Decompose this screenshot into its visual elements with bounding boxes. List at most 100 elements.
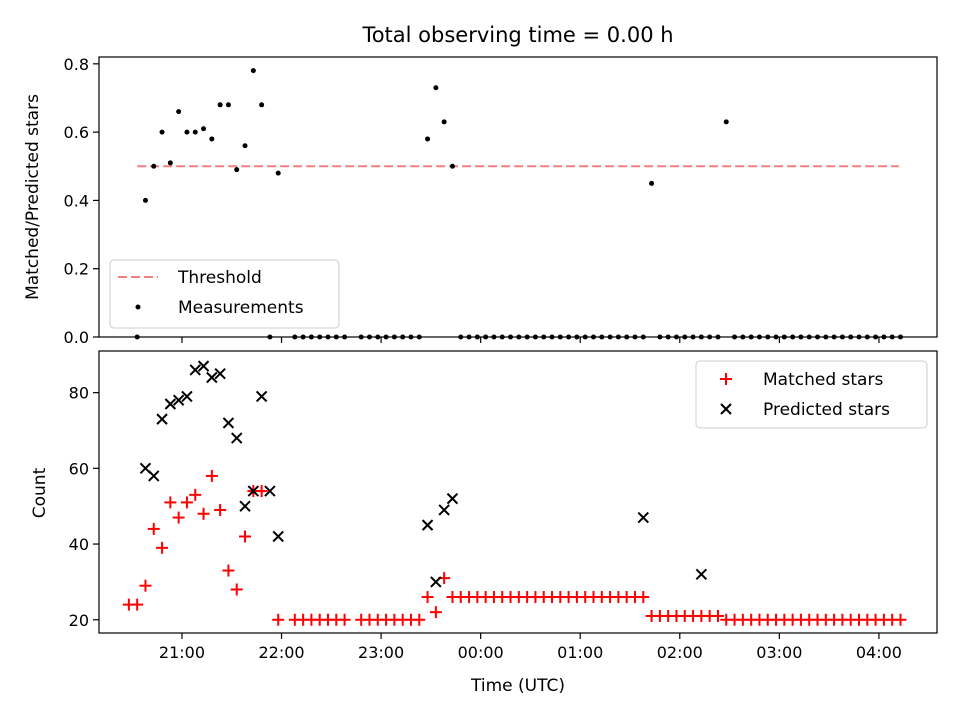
bottom-legend-box — [695, 360, 928, 429]
measurement-point — [259, 102, 265, 108]
matched-star-point — [429, 606, 442, 619]
bottom-plot-frame — [98, 350, 938, 634]
bottom-x-ticks: 21:00 22:00 23:00 00:00 01:00 02:00 03:00 04:00 — [159, 633, 902, 662]
matched-star-point — [338, 613, 351, 626]
xtick-label: 03:00 — [756, 643, 802, 662]
xtick-label: 23:00 — [358, 643, 404, 662]
matched-star-point — [156, 541, 169, 554]
top-ytick-label: 0.0 — [64, 328, 89, 347]
legend-predicted-swatch — [720, 403, 732, 415]
predicted-star-point — [172, 394, 185, 406]
bottom-ytick-label: 60 — [69, 459, 89, 478]
predicted-star-point — [430, 576, 442, 588]
legend-predicted-label: Predicted stars — [763, 400, 890, 420]
matched-star-point — [637, 591, 650, 604]
matched-star-point — [272, 613, 285, 626]
measurement-point — [649, 180, 655, 186]
legend-measurements-label: Measurements — [178, 298, 304, 318]
predicted-star-point — [255, 390, 268, 403]
legend-matched-label: Matched stars — [763, 370, 883, 390]
predicted-star-point — [438, 504, 450, 516]
bottom-ytick-label: 80 — [69, 384, 89, 403]
top-plot-frame — [98, 56, 938, 338]
measurement-point — [242, 143, 248, 149]
predicted-star-point — [231, 432, 243, 444]
measurement-point — [433, 85, 439, 91]
matched-star-point — [197, 507, 210, 520]
predicted-star-point — [695, 568, 708, 581]
top-panel: 0.00.20.40.60.8 Matched/Predicted stars … — [23, 55, 938, 347]
matched-star-point — [189, 488, 202, 501]
matched-star-point — [230, 583, 243, 596]
predicted-star-point — [247, 485, 260, 497]
top-legend: Threshold Measurements — [109, 259, 340, 329]
measurement-point — [225, 102, 231, 108]
measurement-point — [184, 129, 190, 135]
predicted-star-point — [264, 485, 276, 497]
matched-star-point — [147, 522, 160, 535]
measurement-point — [142, 197, 148, 203]
legend-matched-swatch — [720, 373, 732, 385]
top-y-ticks: 0.0 0.2 0.4 0.6 0.8 — [64, 55, 99, 347]
measurement-point — [425, 136, 431, 142]
bottom-y-axis-label: Count — [30, 467, 50, 518]
matched-star-point — [172, 511, 185, 524]
predicted-star-point — [197, 360, 210, 372]
legend-measurements-swatch — [135, 304, 141, 310]
xtick-label: 21:00 — [159, 643, 205, 662]
measurement-point — [275, 170, 281, 176]
measurement-point — [250, 68, 256, 74]
predicted-star-point — [148, 470, 160, 482]
predicted-star-points — [139, 360, 708, 588]
matched-star-point — [421, 591, 434, 604]
bottom-panel: 20 40 60 80 21:00 22:00 23:00 00:00 01:00 02:00 0… — [30, 350, 938, 696]
measurement-point — [159, 129, 165, 135]
matched-star-point — [711, 609, 724, 622]
predicted-star-point — [156, 413, 168, 425]
predicted-star-point — [214, 368, 226, 380]
matched-star-points — [122, 469, 907, 626]
matched-star-point — [139, 579, 152, 592]
matched-star-point — [205, 469, 218, 482]
measurement-point — [217, 102, 223, 108]
matched-star-point — [131, 598, 144, 611]
bottom-ytick-label: 40 — [69, 535, 89, 554]
measurement-point — [441, 119, 447, 125]
matched-star-point — [180, 496, 193, 509]
top-ytick-label: 0.8 — [64, 55, 89, 74]
measurement-point — [151, 163, 157, 169]
matched-star-point — [255, 485, 268, 498]
xtick-label: 02:00 — [657, 643, 703, 662]
measurement-point — [167, 160, 173, 166]
matched-star-point — [413, 613, 426, 626]
xtick-label: 04:00 — [856, 643, 902, 662]
top-ytick-label: 0.2 — [64, 260, 89, 279]
xtick-label: 01:00 — [557, 643, 603, 662]
measurement-point — [449, 163, 455, 169]
predicted-star-point — [164, 398, 177, 410]
predicted-star-point — [272, 530, 284, 543]
measurement-point — [234, 167, 240, 173]
matched-star-point — [239, 530, 252, 543]
x-axis-label: Time (UTC) — [470, 676, 565, 696]
measurement-point — [201, 126, 207, 132]
bottom-legend: Matched stars Predicted stars — [695, 360, 928, 429]
predicted-star-point — [239, 500, 251, 512]
predicted-star-point — [446, 492, 459, 505]
predicted-star-point — [421, 519, 434, 531]
measurement-point — [176, 109, 182, 115]
matched-star-point — [214, 503, 227, 516]
xtick-label: 00:00 — [458, 643, 504, 662]
bottom-ytick-label: 20 — [69, 611, 89, 630]
matched-star-point — [164, 496, 177, 509]
chart-title: Total observing time = 0.00 h — [361, 23, 673, 47]
predicted-star-point — [206, 371, 218, 384]
matched-star-point — [222, 564, 235, 577]
measurement-point — [192, 129, 198, 135]
legend-threshold-label: Threshold — [177, 268, 262, 288]
top-x-ticks — [181, 337, 880, 343]
top-legend-box — [109, 259, 340, 329]
bottom-y-ticks: 20 40 60 80 — [69, 384, 99, 630]
top-y-axis-label: Matched/Predicted stars — [23, 94, 43, 300]
